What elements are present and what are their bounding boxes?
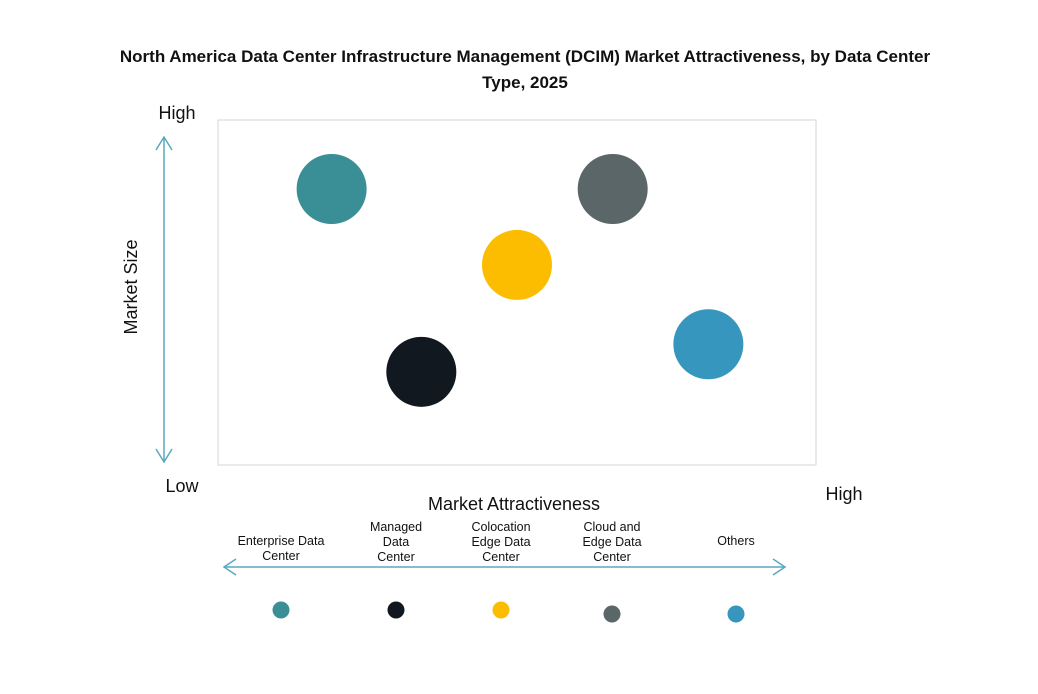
legend-label: Enterprise Data [238,534,325,548]
bubble-enterprise-data-center [296,154,367,224]
legend-label: Managed [370,520,422,534]
legend-label: Center [482,550,520,564]
legend-label: Edge Data [582,535,641,549]
legend-marker [727,605,745,623]
legend-label: Cloud and [584,520,641,534]
x-high-label: High [825,484,862,504]
legend-label: Center [593,550,631,564]
bubble-cloud-and-edge-data-center [577,154,648,224]
legend-marker [603,605,621,623]
bubble-managed-data-center [386,336,457,407]
plot-area [217,119,817,466]
chart-title-line2: Type, 2025 [482,73,568,92]
bubble-colocation-edge-data-center [482,229,552,300]
legend-marker [387,601,405,619]
x-low-label: Low [165,476,199,496]
legend-label: Colocation [471,520,530,534]
y-high-label: High [158,103,195,123]
bubble-others [673,309,744,380]
legend-label: Data [383,535,409,549]
y-axis-label: Market Size [121,239,141,334]
legend-label: Others [717,534,755,548]
chart-title-line1: North America Data Center Infrastructure… [120,47,931,66]
y-axis-arrow [155,135,173,464]
x-axis-label: Market Attractiveness [428,494,600,514]
legend-label: Center [262,549,300,563]
legend-marker [272,601,290,619]
legend-arrow [222,558,787,576]
legend-label: Center [377,550,415,564]
legend-label: Edge Data [471,535,530,549]
legend-marker [492,601,510,619]
